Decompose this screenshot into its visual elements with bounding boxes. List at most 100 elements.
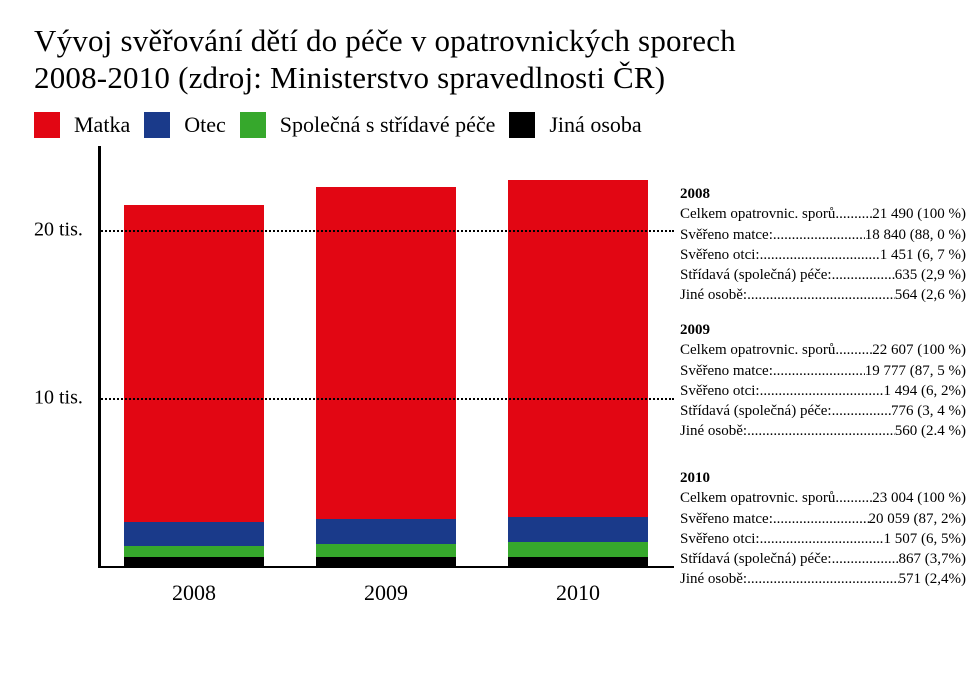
dot-leader: ........................................…: [760, 245, 880, 265]
legend-label: Jiná osoba: [549, 112, 641, 138]
dot-leader: ........................................…: [760, 381, 884, 401]
bar-segment-spolecna: [124, 546, 264, 557]
stats-row-value: 1 494 (6, 2%): [884, 381, 967, 401]
bar-segment-matka: [124, 205, 264, 522]
stats-row-value: 1 507 (6, 5%): [884, 529, 967, 549]
stats-row-value: 19 777 (87, 5 %): [865, 361, 966, 381]
stats-row-label: Svěřeno matce:: [680, 361, 773, 381]
dot-leader: ........................................…: [760, 529, 884, 549]
stats-row-value: 23 004 (100 %): [872, 488, 966, 508]
legend-label: Otec: [184, 112, 226, 138]
y-tick-label: 20 tis.: [34, 219, 83, 242]
stats-row-label: Svěřeno otci:: [680, 245, 760, 265]
bar: 2008: [124, 205, 264, 566]
bar-segment-spolecna: [316, 544, 456, 557]
legend-swatch: [240, 112, 266, 138]
bar-segment-matka: [316, 187, 456, 519]
dot-leader: ........................................…: [747, 569, 898, 589]
stats-row-label: Svěřeno otci:: [680, 529, 760, 549]
bar-segment-otec: [124, 522, 264, 546]
stats-row: Jiné osobě:.............................…: [680, 285, 966, 305]
stats-row-value: 21 490 (100 %): [872, 204, 966, 224]
legend-swatch: [509, 112, 535, 138]
stats-row-value: 22 607 (100 %): [872, 340, 966, 360]
x-tick-label: 2010: [508, 580, 648, 606]
stats-row-value: 1 451 (6, 7 %): [880, 245, 966, 265]
legend-swatch: [34, 112, 60, 138]
stats-row-label: Jiné osobě:: [680, 569, 747, 589]
bar: 2009: [316, 187, 456, 567]
stats-row: Celkem opatrovnic. sporů................…: [680, 488, 966, 508]
stats-row-label: Celkem opatrovnic. sporů: [680, 340, 835, 360]
bar-segment-jina: [508, 557, 648, 567]
stats-row-value: 560 (2.4 %): [895, 421, 966, 441]
dot-leader: ........................................…: [835, 340, 872, 360]
stats-row: Svěřeno otci: ..........................…: [680, 245, 966, 265]
stats-row: Celkem opatrovnic. sporů................…: [680, 340, 966, 360]
stats-row: Svěřeno otci:...........................…: [680, 529, 966, 549]
dot-leader: ........................................…: [835, 488, 872, 508]
y-tick-label: 10 tis.: [34, 387, 83, 410]
stats-row: Svěřeno matce: .........................…: [680, 225, 966, 245]
bars-container: 2008 2009 2010: [98, 146, 674, 566]
dot-leader: ........................................…: [832, 265, 895, 285]
stats-row-value: 867 (3,7%): [899, 549, 967, 569]
stats-row-label: Střídavá (společná) péče:: [680, 549, 832, 569]
dot-leader: ........................................…: [832, 549, 899, 569]
stats-row: Jiné osobě:.............................…: [680, 569, 966, 589]
stats-year: 2009: [680, 320, 966, 340]
stats-row-label: Střídavá (společná) péče:: [680, 401, 832, 421]
stats-row: Jiné osobě:.............................…: [680, 421, 966, 441]
stats-row-value: 571 (2,4%): [899, 569, 967, 589]
stats-year: 2008: [680, 184, 966, 204]
gridline: [98, 398, 674, 400]
dot-leader: ........................................…: [832, 401, 891, 421]
stats-row-label: Svěřeno otci:: [680, 381, 760, 401]
legend-label: Matka: [74, 112, 130, 138]
stats-row: Střídavá (společná) péče:...............…: [680, 265, 966, 285]
chart-area: 2008 2009 2010 20 tis. 10 tis.: [34, 146, 674, 626]
stats-row-label: Jiné osobě:: [680, 285, 747, 305]
stats-block: 2009Celkem opatrovnic. sporů............…: [680, 320, 966, 442]
dot-leader: ........................................…: [773, 361, 865, 381]
title-line-1: Vývoj svěřování dětí do péče v opatrovni…: [34, 23, 736, 58]
stats-row: Svěřeno matce:..........................…: [680, 361, 966, 381]
stats-row-label: Celkem opatrovnic. sporů: [680, 204, 835, 224]
bar-segment-jina: [316, 557, 456, 566]
stats-row-value: 776 (3, 4 %): [891, 401, 966, 421]
stats-block: 2008Celkem opatrovnic. sporů............…: [680, 184, 966, 306]
stats-year: 2010: [680, 468, 966, 488]
stats-row-value: 18 840 (88, 0 %): [865, 225, 966, 245]
dot-leader: ........................................…: [773, 225, 865, 245]
bar-segment-jina: [124, 557, 264, 566]
bar-segment-otec: [316, 519, 456, 544]
gridline: [98, 230, 674, 232]
stats-row: Svěřeno matce:..........................…: [680, 509, 966, 529]
dot-leader: ........................................…: [747, 421, 895, 441]
stats-row-label: Jiné osobě:: [680, 421, 747, 441]
bar-segment-spolecna: [508, 542, 648, 557]
stats-row: Střídavá (společná) péče:...............…: [680, 549, 966, 569]
x-tick-label: 2009: [316, 580, 456, 606]
stats-row-value: 635 (2,9 %): [895, 265, 966, 285]
legend: Matka Otec Společná s střídavé péče Jiná os…: [34, 112, 954, 138]
legend-label: Společná s střídavé péče: [280, 112, 496, 138]
stats-block: 2010Celkem opatrovnic. sporů............…: [680, 468, 966, 590]
page-title: Vývoj svěřování dětí do péče v opatrovni…: [34, 22, 954, 96]
bar: 2010: [508, 180, 648, 566]
stats-row: Střídavá (společná) péče:...............…: [680, 401, 966, 421]
stats-row-label: Svěřeno matce:: [680, 509, 773, 529]
stats-row-value: 20 059 (87, 2%): [869, 509, 967, 529]
stats-row-label: Celkem opatrovnic. sporů: [680, 488, 835, 508]
dot-leader: ........................................…: [773, 509, 869, 529]
stats-row-label: Střídavá (společná) péče:: [680, 265, 832, 285]
stats-row: Celkem opatrovnic. sporů................…: [680, 204, 966, 224]
x-tick-label: 2008: [124, 580, 264, 606]
legend-swatch: [144, 112, 170, 138]
stats-row-value: 564 (2,6 %): [895, 285, 966, 305]
stats-row-label: Svěřeno matce:: [680, 225, 773, 245]
stats-row: Svěřeno otci:...........................…: [680, 381, 966, 401]
dot-leader: ........................................…: [835, 204, 872, 224]
dot-leader: ........................................…: [747, 285, 895, 305]
x-axis-baseline: [98, 566, 674, 568]
